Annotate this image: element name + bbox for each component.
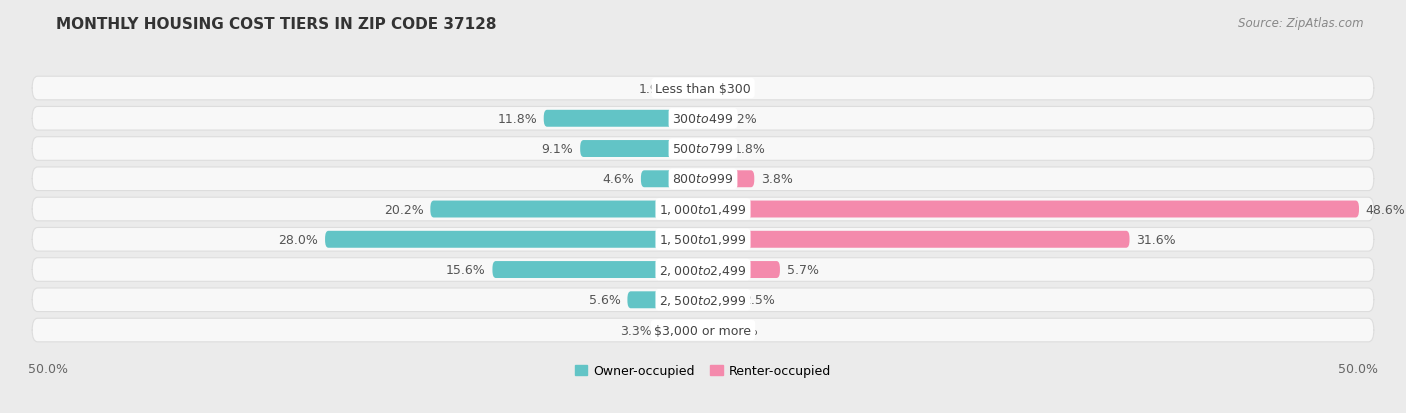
FancyBboxPatch shape — [703, 292, 737, 309]
Text: 48.6%: 48.6% — [1365, 203, 1406, 216]
FancyBboxPatch shape — [430, 201, 703, 218]
FancyBboxPatch shape — [32, 77, 1374, 101]
Text: 9.1%: 9.1% — [541, 142, 574, 156]
Text: $800 to $999: $800 to $999 — [672, 173, 734, 186]
Text: $1,000 to $1,499: $1,000 to $1,499 — [659, 202, 747, 216]
Text: $300 to $499: $300 to $499 — [672, 112, 734, 126]
Text: 4.6%: 4.6% — [602, 173, 634, 186]
Text: 50.0%: 50.0% — [28, 362, 67, 375]
Text: $500 to $799: $500 to $799 — [672, 142, 734, 156]
Text: 1.2%: 1.2% — [725, 112, 758, 126]
FancyBboxPatch shape — [32, 258, 1374, 282]
Text: Less than $300: Less than $300 — [655, 82, 751, 95]
Text: 5.7%: 5.7% — [787, 263, 818, 276]
FancyBboxPatch shape — [581, 141, 703, 158]
Text: $2,000 to $2,499: $2,000 to $2,499 — [659, 263, 747, 277]
FancyBboxPatch shape — [703, 201, 1360, 218]
FancyBboxPatch shape — [32, 228, 1374, 252]
FancyBboxPatch shape — [678, 81, 703, 97]
Legend: Owner-occupied, Renter-occupied: Owner-occupied, Renter-occupied — [569, 359, 837, 382]
FancyBboxPatch shape — [32, 198, 1374, 221]
FancyBboxPatch shape — [703, 231, 1129, 248]
Text: 0.0%: 0.0% — [710, 82, 742, 95]
Text: $1,500 to $1,999: $1,500 to $1,999 — [659, 233, 747, 247]
FancyBboxPatch shape — [32, 288, 1374, 312]
Text: 28.0%: 28.0% — [278, 233, 318, 246]
Text: 5.6%: 5.6% — [589, 294, 620, 306]
Text: 20.2%: 20.2% — [384, 203, 423, 216]
FancyBboxPatch shape — [544, 111, 703, 128]
Text: 11.8%: 11.8% — [498, 112, 537, 126]
FancyBboxPatch shape — [703, 322, 711, 339]
Text: Source: ZipAtlas.com: Source: ZipAtlas.com — [1239, 17, 1364, 29]
Text: 1.8%: 1.8% — [734, 142, 766, 156]
Text: 15.6%: 15.6% — [446, 263, 485, 276]
Text: 3.8%: 3.8% — [761, 173, 793, 186]
Text: 1.9%: 1.9% — [638, 82, 671, 95]
FancyBboxPatch shape — [32, 168, 1374, 191]
FancyBboxPatch shape — [32, 107, 1374, 131]
FancyBboxPatch shape — [627, 292, 703, 309]
FancyBboxPatch shape — [703, 141, 727, 158]
FancyBboxPatch shape — [32, 318, 1374, 342]
FancyBboxPatch shape — [703, 171, 754, 188]
FancyBboxPatch shape — [658, 322, 703, 339]
FancyBboxPatch shape — [641, 171, 703, 188]
Text: 50.0%: 50.0% — [1339, 362, 1378, 375]
Text: MONTHLY HOUSING COST TIERS IN ZIP CODE 37128: MONTHLY HOUSING COST TIERS IN ZIP CODE 3… — [56, 17, 496, 31]
FancyBboxPatch shape — [703, 261, 780, 278]
Text: $2,500 to $2,999: $2,500 to $2,999 — [659, 293, 747, 307]
Text: 31.6%: 31.6% — [1136, 233, 1175, 246]
Text: 0.62%: 0.62% — [718, 324, 758, 337]
Text: 2.5%: 2.5% — [744, 294, 775, 306]
FancyBboxPatch shape — [325, 231, 703, 248]
FancyBboxPatch shape — [703, 111, 720, 128]
Text: 3.3%: 3.3% — [620, 324, 652, 337]
Text: $3,000 or more: $3,000 or more — [655, 324, 751, 337]
FancyBboxPatch shape — [492, 261, 703, 278]
FancyBboxPatch shape — [32, 138, 1374, 161]
